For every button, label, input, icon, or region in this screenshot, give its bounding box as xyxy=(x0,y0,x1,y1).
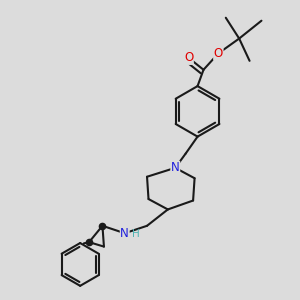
Text: N: N xyxy=(171,161,180,174)
Text: O: O xyxy=(184,51,193,64)
Text: H: H xyxy=(132,230,140,239)
Text: O: O xyxy=(214,47,223,60)
Text: N: N xyxy=(120,227,129,240)
